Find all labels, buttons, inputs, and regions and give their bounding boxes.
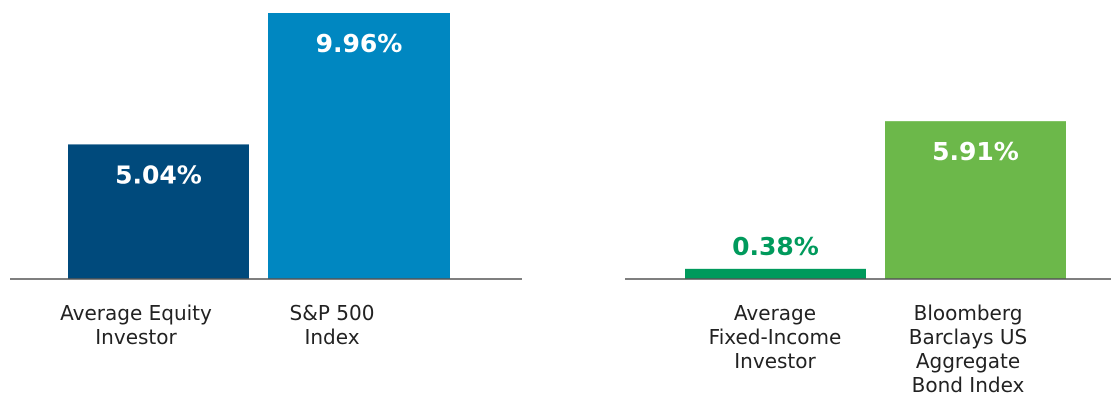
category-label: Index bbox=[304, 325, 359, 349]
bar-1-0 bbox=[685, 268, 866, 279]
bar-value-label: 9.96% bbox=[316, 29, 403, 58]
bar-value-label: 5.04% bbox=[115, 160, 202, 189]
category-label: Barclays US bbox=[909, 325, 1028, 349]
category-label: Fixed-Income bbox=[709, 325, 842, 349]
category-label: Bond Index bbox=[912, 373, 1025, 397]
category-label: Aggregate bbox=[916, 349, 1020, 373]
bar-value-label: 5.91% bbox=[932, 137, 1019, 166]
bar-0-1 bbox=[268, 13, 450, 279]
bar-1-1 bbox=[885, 121, 1066, 279]
category-label: Investor bbox=[734, 349, 816, 373]
bar-value-label: 0.38% bbox=[732, 232, 819, 261]
category-label: Investor bbox=[95, 325, 177, 349]
bar-0-0 bbox=[68, 144, 249, 279]
category-label: Average Equity bbox=[60, 301, 212, 325]
category-label: Average bbox=[734, 301, 816, 325]
category-label: S&P 500 bbox=[290, 301, 375, 325]
category-label: Bloomberg bbox=[914, 301, 1023, 325]
